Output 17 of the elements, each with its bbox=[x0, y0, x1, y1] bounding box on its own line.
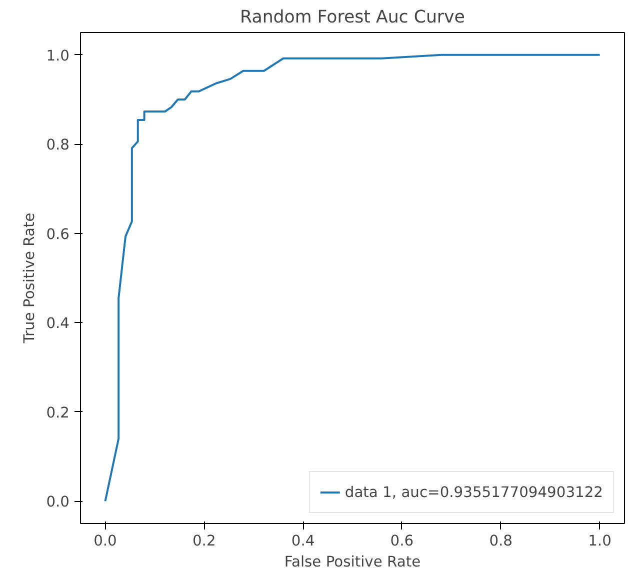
y-tick-label: 0.4 bbox=[46, 315, 70, 332]
y-tick-label: 0.0 bbox=[46, 494, 70, 511]
x-tick-label: 0.8 bbox=[489, 532, 513, 550]
y-axis-title: True Positive Rate bbox=[21, 212, 38, 344]
x-tick-label: 0.4 bbox=[291, 532, 315, 550]
x-tick-label: 0.6 bbox=[390, 532, 414, 550]
y-tick-label: 0.6 bbox=[46, 226, 70, 243]
y-tick-label: 1.0 bbox=[46, 47, 70, 64]
x-tick-label: 0.0 bbox=[94, 532, 117, 550]
x-axis-title: False Positive Rate bbox=[284, 554, 421, 570]
x-tick-label: 0.2 bbox=[192, 532, 216, 550]
y-tick-label: 0.8 bbox=[46, 136, 70, 154]
chart-title: Random Forest Auc Curve bbox=[240, 8, 465, 28]
x-tick-label: 1.0 bbox=[588, 532, 612, 550]
y-tick-label: 0.2 bbox=[46, 404, 70, 422]
line-series bbox=[104, 54, 601, 502]
legend-label: data 1, auc=0.9355177094903122 bbox=[344, 484, 603, 500]
